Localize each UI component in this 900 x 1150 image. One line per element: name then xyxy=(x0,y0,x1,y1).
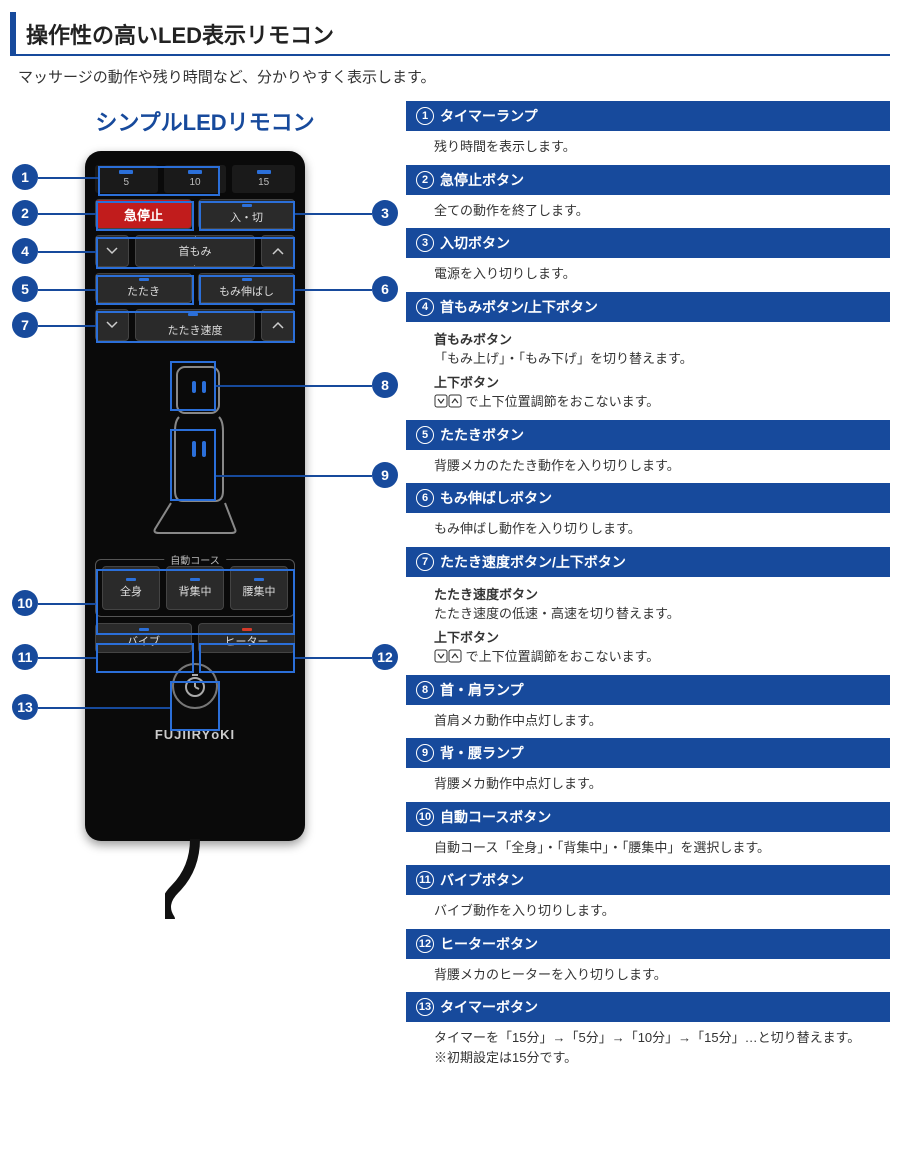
chevron-down-icon xyxy=(106,247,118,255)
neck-row: 首もみ xyxy=(95,235,295,267)
main-layout: シンプルLEDリモコン 5 10 15 急停止 入・切 xyxy=(0,101,900,1075)
legend-header-3: 3入切ボタン xyxy=(406,228,890,258)
callout-badge-7: 7 xyxy=(12,312,38,338)
rotate-right-icon xyxy=(189,265,201,266)
legend-header-1: 1タイマーランプ xyxy=(406,101,890,131)
legend-body-13: タイマーを「15分」→「5分」→「10分」→「15分」…と切り替えます。 ※初期… xyxy=(406,1022,890,1075)
chevron-up-icon xyxy=(272,247,284,255)
neck-massage-button[interactable]: 首もみ xyxy=(135,235,255,267)
section-header: 操作性の高いLED表示リモコン xyxy=(10,12,890,56)
legend-body-4: 首もみボタン「もみ上げ」・「もみ下げ」を切り替えます。上下ボタン で上下位置調節… xyxy=(406,322,890,420)
emergency-stop-button[interactable]: 急停止 xyxy=(95,199,192,229)
callout-badge-4: 4 xyxy=(12,238,38,264)
rotate-left-icon xyxy=(189,236,201,237)
legend-header-13: 13タイマーボタン xyxy=(406,992,890,1022)
callout-line-1 xyxy=(38,177,98,179)
momi-button[interactable]: もみ伸ばし xyxy=(198,273,295,303)
callout-line-8 xyxy=(216,385,372,387)
power-button[interactable]: 入・切 xyxy=(198,199,295,229)
section-subtitle: マッサージの動作や残り時間など、分かりやすく表示します。 xyxy=(18,66,882,87)
legend-body-8: 首肩メカ動作中点灯します。 xyxy=(406,705,890,739)
callout-line-6 xyxy=(295,289,372,291)
remote-title: シンプルLEDリモコン xyxy=(10,105,400,137)
callout-badge-13: 13 xyxy=(12,694,38,720)
speed-up-button[interactable] xyxy=(261,309,295,341)
down-button[interactable] xyxy=(95,235,129,267)
legend-header-6: 6もみ伸ばしボタン xyxy=(406,483,890,513)
clock-icon xyxy=(182,673,208,699)
callout-line-11 xyxy=(38,657,96,659)
legend-body-9: 背腰メカ動作中点灯します。 xyxy=(406,768,890,802)
timer-lamp-15: 15 xyxy=(232,165,295,193)
brand-logo: FUJIIRYōKI xyxy=(95,727,295,742)
callout-line-5 xyxy=(38,289,96,291)
course-back-button[interactable]: 背集中 xyxy=(166,566,224,610)
legend-header-2: 2急停止ボタン xyxy=(406,165,890,195)
legend-header-4: 4首もみボタン/上下ボタン xyxy=(406,292,890,322)
callout-line-9 xyxy=(216,475,372,477)
callout-badge-10: 10 xyxy=(12,590,38,616)
legend-body-3: 電源を入り切りします。 xyxy=(406,258,890,292)
callout-line-10 xyxy=(38,603,96,605)
callout-badge-6: 6 xyxy=(372,276,398,302)
legend-header-8: 8首・肩ランプ xyxy=(406,675,890,705)
callout-badge-3: 3 xyxy=(372,200,398,226)
legend-body-12: 背腰メカのヒーターを入り切りします。 xyxy=(406,959,890,993)
speed-down-button[interactable] xyxy=(95,309,129,341)
remote-stage: 5 10 15 急停止 入・切 首もみ xyxy=(10,151,400,921)
tataki-button[interactable]: たたき xyxy=(95,273,192,303)
section-title: 操作性の高いLED表示リモコン xyxy=(26,18,880,50)
legend-body-7: たたき速度ボタンたたき速度の低速・高速を切り替えます。上下ボタン で上下位置調節… xyxy=(406,577,890,675)
callout-badge-1: 1 xyxy=(12,164,38,190)
legend-body-1: 残り時間を表示します。 xyxy=(406,131,890,165)
legend-column: 1タイマーランプ残り時間を表示します。2急停止ボタン全ての動作を終了します。3入… xyxy=(406,101,890,1075)
callout-badge-2: 2 xyxy=(12,200,38,226)
legend-body-11: バイブ動作を入り切りします。 xyxy=(406,895,890,929)
course-full-body-button[interactable]: 全身 xyxy=(102,566,160,610)
auto-course-label: 自動コース xyxy=(164,552,226,567)
remote-body: 5 10 15 急停止 入・切 首もみ xyxy=(85,151,305,841)
callout-line-12 xyxy=(295,657,372,659)
legend-header-9: 9背・腰ランプ xyxy=(406,738,890,768)
legend-header-5: 5たたきボタン xyxy=(406,420,890,450)
remote-column: シンプルLEDリモコン 5 10 15 急停止 入・切 xyxy=(10,101,400,1075)
callout-badge-11: 11 xyxy=(12,644,38,670)
course-waist-button[interactable]: 腰集中 xyxy=(230,566,288,610)
legend-header-12: 12ヒーターボタン xyxy=(406,929,890,959)
cable-icon xyxy=(165,839,245,919)
callout-badge-8: 8 xyxy=(372,372,398,398)
tataki-speed-button[interactable]: たたき速度 xyxy=(135,309,255,341)
seat-illustration xyxy=(95,351,295,551)
legend-header-11: 11バイブボタン xyxy=(406,865,890,895)
timer-lamp-row: 5 10 15 xyxy=(95,165,295,193)
callout-badge-5: 5 xyxy=(12,276,38,302)
timer-button[interactable] xyxy=(172,663,218,709)
up-button[interactable] xyxy=(261,235,295,267)
auto-course-group: 自動コース 全身 背集中 腰集中 xyxy=(95,559,295,617)
legend-body-2: 全ての動作を終了します。 xyxy=(406,195,890,229)
callout-line-13 xyxy=(38,707,170,709)
timer-lamp-10: 10 xyxy=(164,165,227,193)
seat-icon xyxy=(135,361,255,541)
callout-line-4 xyxy=(38,251,96,253)
legend-header-7: 7たたき速度ボタン/上下ボタン xyxy=(406,547,890,577)
tataki-momi-row: たたき もみ伸ばし xyxy=(95,273,295,303)
legend-body-5: 背腰メカのたたき動作を入り切りします。 xyxy=(406,450,890,484)
callout-badge-9: 9 xyxy=(372,462,398,488)
chevron-down-icon xyxy=(106,321,118,329)
callout-line-7 xyxy=(38,325,96,327)
callout-badge-12: 12 xyxy=(372,644,398,670)
vibe-button[interactable]: バイブ xyxy=(95,623,192,653)
legend-body-10: 自動コース「全身」・「背集中」・「腰集中」を選択します。 xyxy=(406,832,890,866)
legend-header-10: 10自動コースボタン xyxy=(406,802,890,832)
callout-line-2 xyxy=(38,213,96,215)
chevron-up-icon xyxy=(272,321,284,329)
callout-line-3 xyxy=(295,213,372,215)
stop-power-row: 急停止 入・切 xyxy=(95,199,295,229)
legend-body-6: もみ伸ばし動作を入り切りします。 xyxy=(406,513,890,547)
vibe-heater-row: バイブ ヒーター xyxy=(95,623,295,653)
timer-lamp-5: 5 xyxy=(95,165,158,193)
speed-row: たたき速度 xyxy=(95,309,295,341)
heater-button[interactable]: ヒーター xyxy=(198,623,295,653)
